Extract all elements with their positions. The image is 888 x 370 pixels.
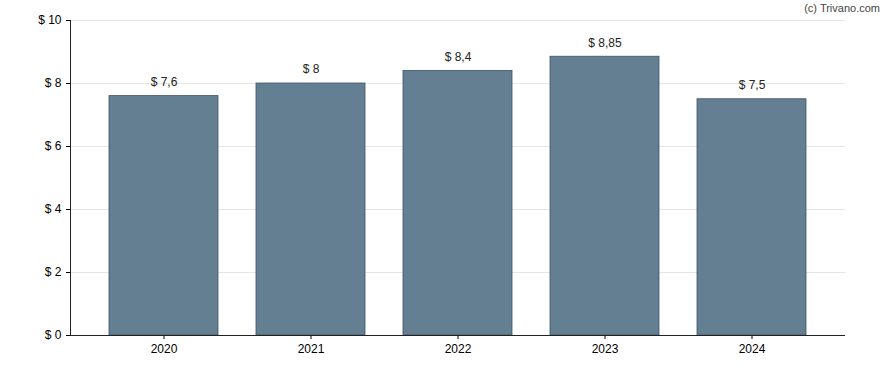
svg-text:$ 7,6: $ 7,6 bbox=[151, 75, 178, 89]
svg-text:2022: 2022 bbox=[445, 342, 472, 356]
svg-text:$ 8,85: $ 8,85 bbox=[588, 36, 622, 50]
svg-text:$ 4: $ 4 bbox=[45, 202, 62, 216]
svg-text:2020: 2020 bbox=[151, 342, 178, 356]
svg-text:2023: 2023 bbox=[592, 342, 619, 356]
svg-text:$ 8: $ 8 bbox=[45, 76, 62, 90]
svg-text:$ 2: $ 2 bbox=[45, 265, 62, 279]
svg-text:$ 10: $ 10 bbox=[38, 13, 62, 27]
svg-text:$ 8,4: $ 8,4 bbox=[445, 50, 472, 64]
svg-text:$ 7,5: $ 7,5 bbox=[739, 78, 766, 92]
svg-text:$ 0: $ 0 bbox=[45, 328, 62, 342]
svg-text:2024: 2024 bbox=[739, 342, 766, 356]
svg-text:$ 8: $ 8 bbox=[303, 62, 320, 76]
html-text:(c) Trivano.com: (c) Trivano.com bbox=[804, 2, 880, 14]
svg-text:$ 6: $ 6 bbox=[45, 139, 62, 153]
svg-text:2021: 2021 bbox=[298, 342, 325, 356]
